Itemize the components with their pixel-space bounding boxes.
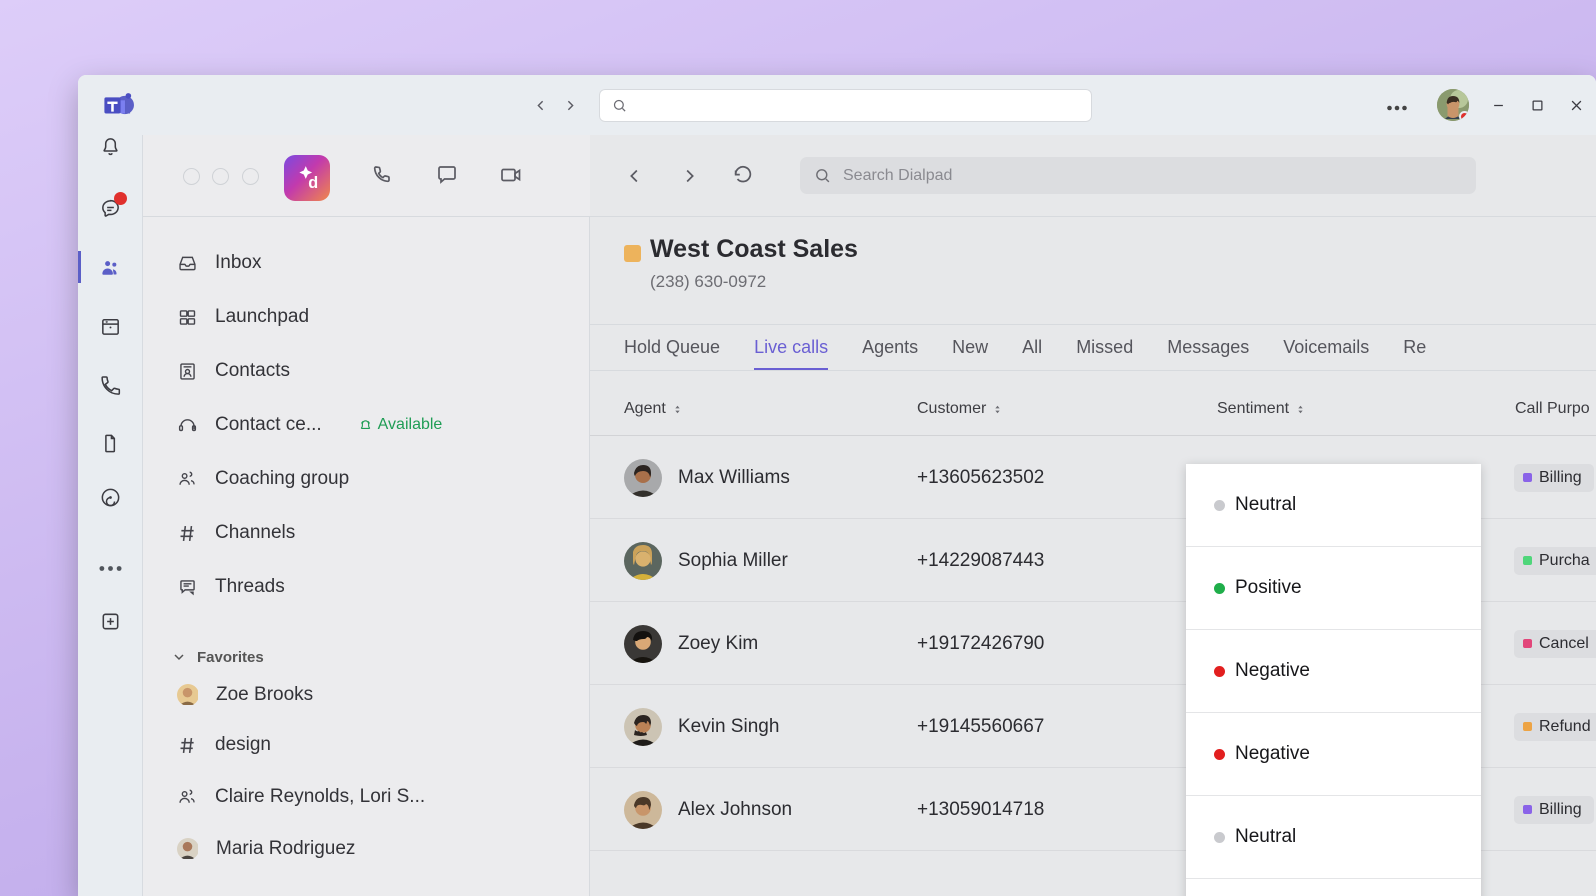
svg-text:d: d [308, 174, 318, 192]
